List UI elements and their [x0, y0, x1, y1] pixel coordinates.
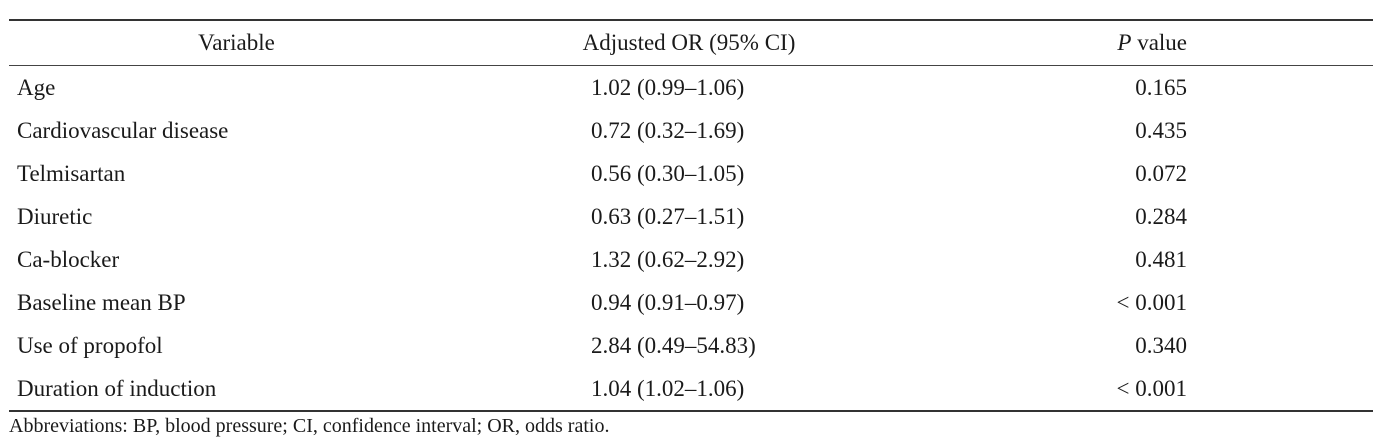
table-bottom-rule	[9, 410, 1373, 412]
row-p-value: 0.340	[1135, 333, 1187, 358]
header-p-italic: P	[1117, 30, 1132, 55]
table-row: Duration of induction 1.04 (1.02–1.06) <…	[9, 367, 1373, 410]
table-header-rule	[9, 65, 1373, 66]
row-variable: Cardiovascular disease	[17, 118, 229, 143]
row-adjusted-or: 0.72 (0.32–1.69)	[591, 118, 745, 143]
row-p-value: 0.072	[1135, 161, 1187, 186]
row-p-value: 0.481	[1135, 247, 1187, 272]
row-p-value: 0.435	[1135, 118, 1187, 143]
table-row: Baseline mean BP 0.94 (0.91–0.97) < 0.00…	[9, 281, 1373, 324]
row-adjusted-or: 0.63 (0.27–1.51)	[591, 204, 745, 229]
row-variable: Use of propofol	[17, 333, 163, 358]
row-variable: Diuretic	[17, 204, 93, 229]
row-adjusted-or: 1.02 (0.99–1.06)	[591, 75, 745, 100]
row-adjusted-or: 0.56 (0.30–1.05)	[591, 161, 745, 186]
row-adjusted-or: 2.84 (0.49–54.83)	[591, 333, 756, 358]
row-variable: Duration of induction	[17, 376, 217, 401]
row-adjusted-or: 1.04 (1.02–1.06)	[591, 376, 745, 401]
table-row: Diuretic 0.63 (0.27–1.51) 0.284	[9, 195, 1373, 238]
regression-table: Variable Adjusted OR (95% CI) P value Ag…	[9, 19, 1373, 412]
row-variable: Age	[17, 75, 56, 100]
table-row: Cardiovascular disease 0.72 (0.32–1.69) …	[9, 109, 1373, 152]
row-adjusted-or: 0.94 (0.91–0.97)	[591, 290, 745, 315]
row-p-value: 0.165	[1135, 75, 1187, 100]
table-row: Telmisartan 0.56 (0.30–1.05) 0.072	[9, 152, 1373, 195]
table-row: Ca-blocker 1.32 (0.62–2.92) 0.481	[9, 238, 1373, 281]
row-p-value: 0.284	[1135, 204, 1187, 229]
table-top-rule	[9, 19, 1373, 21]
row-adjusted-or: 1.32 (0.62–2.92)	[591, 247, 745, 272]
header-p-value: P value	[1009, 21, 1187, 65]
row-variable: Ca-blocker	[17, 247, 120, 272]
header-adjusted-or: Adjusted OR (95% CI)	[582, 30, 796, 55]
row-variable: Baseline mean BP	[17, 290, 186, 315]
row-p-value: < 0.001	[1116, 290, 1187, 315]
table-header-row: Variable Adjusted OR (95% CI) P value	[9, 21, 1373, 65]
row-p-value: < 0.001	[1116, 376, 1187, 401]
table-footnote: Abbreviations: BP, blood pressure; CI, c…	[9, 415, 610, 437]
header-variable: Variable	[198, 30, 275, 55]
header-p-rest: value	[1131, 30, 1187, 55]
table-row: Age 1.02 (0.99–1.06) 0.165	[9, 66, 1373, 109]
row-variable: Telmisartan	[17, 161, 126, 186]
table-row: Use of propofol 2.84 (0.49–54.83) 0.340	[9, 324, 1373, 367]
